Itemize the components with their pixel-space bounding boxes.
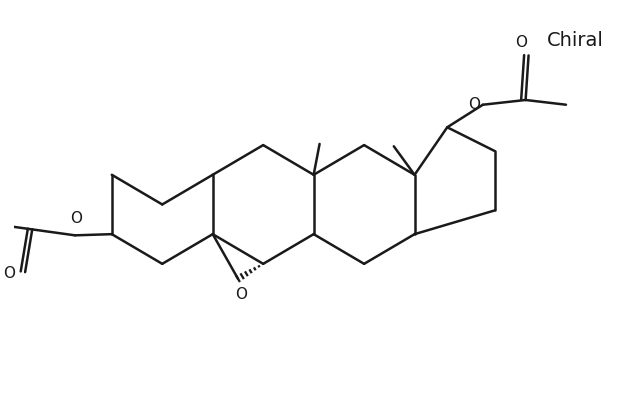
Text: O: O: [70, 212, 82, 226]
Text: O: O: [235, 287, 247, 302]
Text: O: O: [515, 35, 527, 50]
Text: Chiral: Chiral: [547, 31, 604, 50]
Text: O: O: [468, 97, 481, 112]
Text: O: O: [3, 266, 15, 281]
